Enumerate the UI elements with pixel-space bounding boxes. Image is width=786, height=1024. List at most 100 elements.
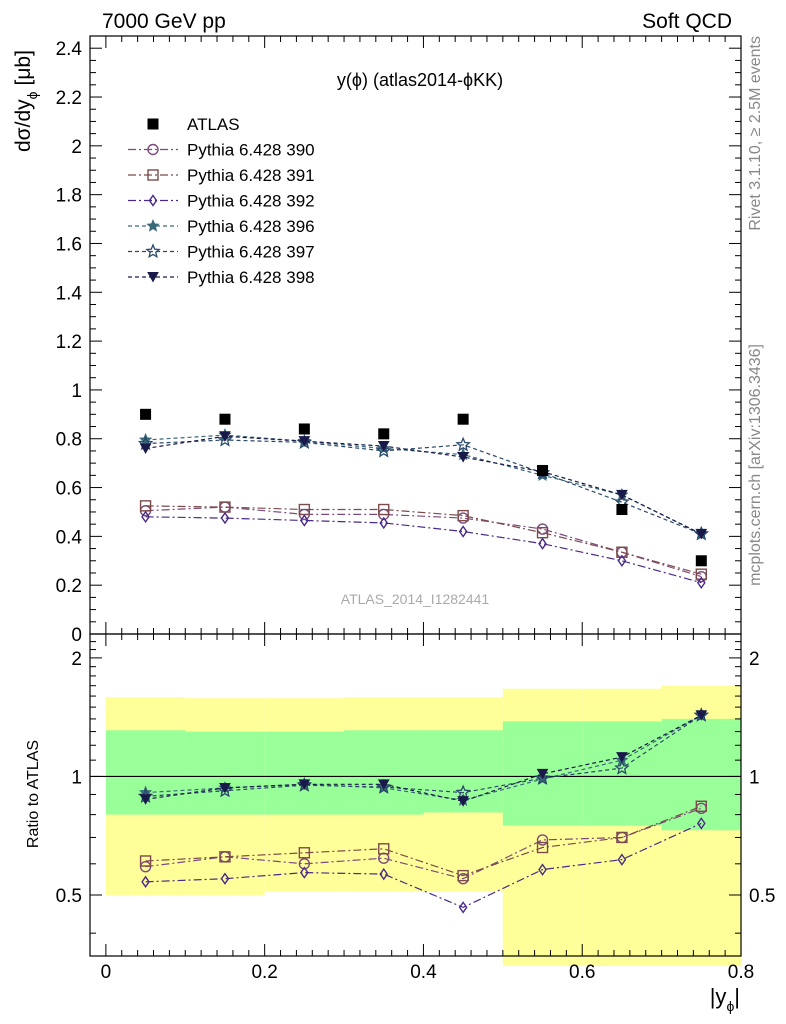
y-tick-label-4: 0.6 [56, 479, 82, 500]
ratio-6-point-3 [298, 779, 311, 790]
y-tick-label-10: 1.8 [56, 186, 82, 207]
series-2-point-5 [457, 509, 469, 522]
ratio-3-point-4 [379, 867, 389, 881]
ratio-tick-label-left-2: 1 [71, 767, 82, 788]
atlas-data-point-1 [140, 408, 152, 420]
ratio-line-6 [145, 714, 702, 802]
series-3-point-8 [696, 576, 706, 589]
legend-atlas-marker [147, 118, 159, 130]
ratio-2-point-1 [139, 855, 152, 867]
x-axis-label: |yϕ| [710, 984, 740, 1014]
series-3-point-2 [220, 511, 230, 525]
ratio-1-point-6 [536, 834, 549, 846]
legend-label-1: Pythia 6.428 390 [187, 141, 315, 160]
legend-label-3: Pythia 6.428 392 [187, 192, 315, 211]
ratio-y-axis-label: Ratio to ATLAS [25, 740, 42, 848]
ratio-5-point-4 [375, 778, 392, 794]
ratio-1-point-3 [298, 858, 311, 870]
ratio-2-point-6 [536, 841, 549, 854]
ratio-6-point-8 [695, 710, 708, 721]
legend-marker-4 [146, 218, 160, 232]
mcplots-label: mcplots.cern.ch [arXiv:1306.3436] [747, 344, 764, 586]
series-6-point-2 [219, 431, 231, 442]
series-3-point-3 [299, 514, 309, 527]
y-tick-label-7: 1.2 [56, 332, 82, 353]
ratio-5-point-7 [614, 759, 630, 775]
x-axis-label-main: |y [710, 984, 727, 1009]
legend-marker-2 [147, 169, 159, 181]
legend-label-5: Pythia 6.428 397 [187, 243, 315, 262]
y-axis-label: dσ/dyϕ [μb] [12, 50, 40, 152]
x-tick-label-4: 0.6 [569, 962, 595, 983]
ratio-2-point-4 [378, 843, 390, 855]
series-line-4 [145, 434, 702, 535]
atlas-data-point-4 [378, 428, 390, 440]
ratio-6-point-2 [219, 782, 231, 794]
ratio-2-point-7 [616, 831, 628, 844]
series-3-point-5 [458, 525, 468, 538]
ratio-line-3 [145, 822, 702, 909]
ratio-line-5 [145, 714, 702, 797]
ratio-tick-label-right-3: 2 [749, 649, 760, 670]
legend-marker-5 [145, 243, 161, 259]
series-line-3 [145, 516, 702, 584]
y-tick-label-6: 1 [71, 381, 82, 402]
series-5-point-5 [455, 436, 471, 452]
ratio-6-point-4 [377, 779, 390, 790]
ratio-6-point-6 [536, 768, 549, 780]
main-axes: 0 0.2 0.4 0.6 0.8 1 1.2 1.4 1.6 1.8 2 2.2 2.4 [56, 35, 742, 646]
series-6-point-4 [377, 441, 390, 452]
series-line-5 [145, 439, 702, 535]
ratio-plot-frame [89, 633, 742, 957]
ratio-1-point-1 [139, 860, 152, 873]
ratio-band-inner-bin-2 [185, 731, 265, 815]
series-line-6 [145, 435, 702, 535]
series-line-1 [145, 506, 702, 578]
atlas-data-point-7 [616, 504, 628, 516]
series-3-point-4 [379, 516, 389, 530]
legend-label-4: Pythia 6.428 396 [187, 217, 315, 236]
ratio-3-point-7 [617, 853, 627, 866]
atlas-data-point-5 [457, 413, 469, 425]
ratio-tick-label-right-2: 1 [749, 767, 760, 788]
ratio-3-point-6 [538, 863, 547, 876]
legend-marker-1 [147, 143, 159, 156]
ratio-plot-marks [90, 685, 741, 967]
ratio-band-inner-bin-4 [344, 730, 424, 815]
ratio-6-point-7 [616, 752, 628, 763]
ratio-tick-label-left-3: 2 [71, 649, 82, 670]
series-2-point-4 [378, 503, 390, 516]
energy-label: 7000 GeV pp [102, 10, 226, 33]
y-tick-label-5: 0.8 [56, 430, 82, 451]
atlas-data-point-6 [537, 464, 549, 476]
y-tick-label-1: 0 [71, 625, 82, 646]
y-tick-label-3: 0.4 [56, 527, 83, 548]
ratio-3-point-3 [299, 866, 309, 879]
x-axis-label-subscript: ϕ [726, 998, 734, 1014]
ratio-3-point-8 [696, 817, 706, 830]
ratio-band-inner-bin-7 [582, 721, 662, 826]
ratio-tick-label-right-1: 0.5 [749, 886, 775, 907]
y-tick-label-2: 0.2 [56, 576, 82, 597]
y-axis-label-unit: [μb] [12, 50, 35, 85]
series-2-point-8 [695, 568, 708, 580]
ratio-3-point-1 [141, 875, 150, 889]
series-6-point-1 [139, 443, 152, 455]
ratio-6-point-1 [139, 794, 152, 805]
ratio-tick-label-left-1: 0.5 [56, 886, 82, 907]
ratio-2-point-3 [298, 847, 311, 859]
y-tick-label-8: 1.4 [56, 283, 83, 304]
series-3-point-7 [617, 554, 627, 567]
atlas-data-point-3 [298, 423, 310, 435]
ratio-3-point-5 [458, 901, 468, 914]
atlas-data-point-8 [695, 555, 707, 567]
ratio-3-point-2 [220, 872, 230, 885]
x-tick-label-2: 0.2 [251, 962, 277, 983]
ratio-panel: 0 0.2 0.4 0.6 0.8 0.5 0.5 1 1 2 2 Ratio to ATLAS [25, 633, 775, 983]
y-tick-label-13: 2.4 [56, 39, 83, 60]
ratio-band-inner-bin-3 [264, 731, 345, 815]
ratio-5-point-2 [217, 782, 233, 798]
process-label: Soft QCD [642, 10, 732, 33]
analysis-watermark: ATLAS_2014_I1282441 [341, 591, 490, 607]
